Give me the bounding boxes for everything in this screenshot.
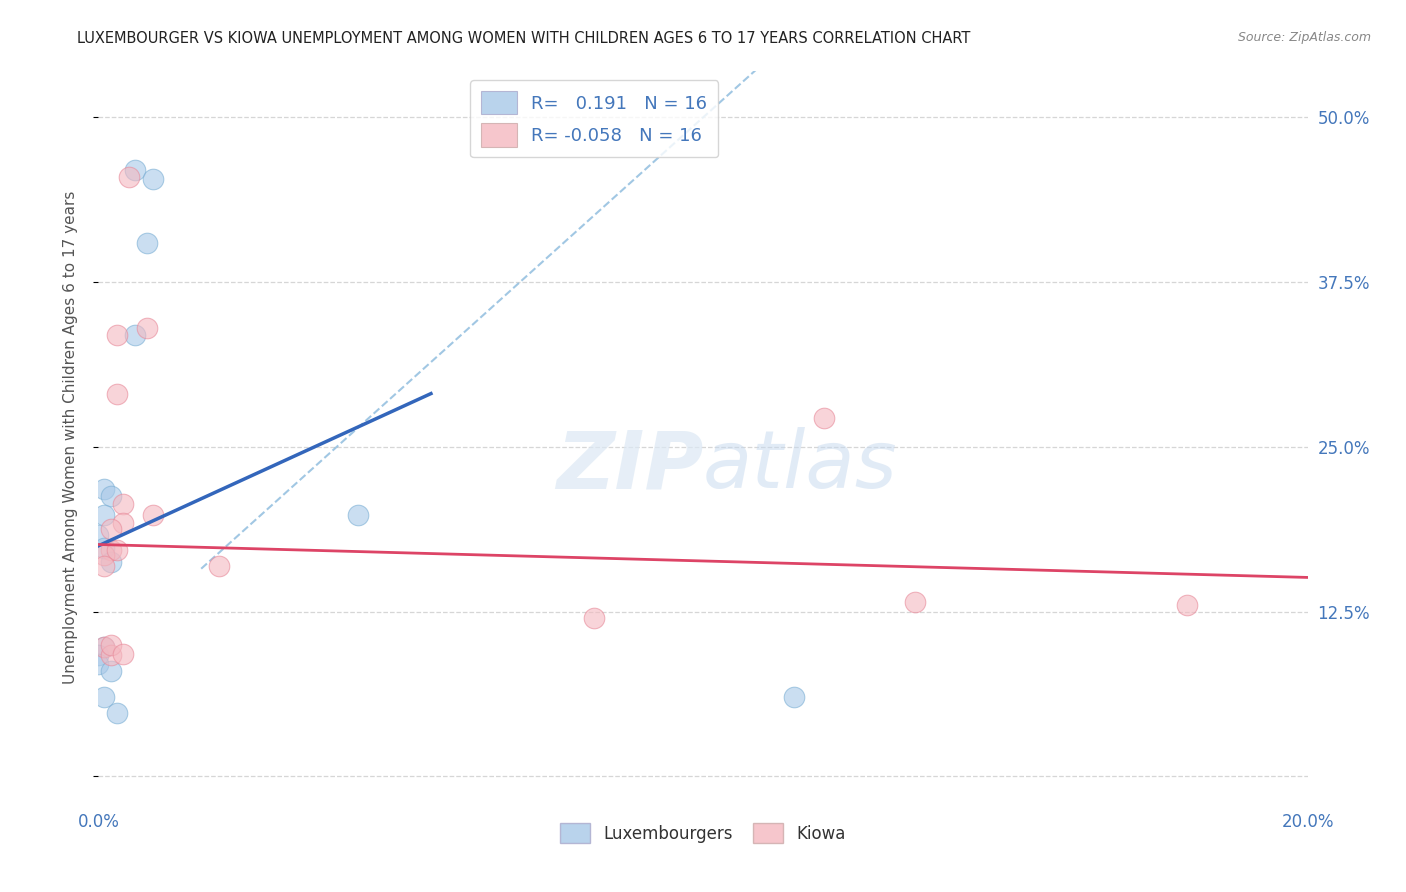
Text: LUXEMBOURGER VS KIOWA UNEMPLOYMENT AMONG WOMEN WITH CHILDREN AGES 6 TO 17 YEARS : LUXEMBOURGER VS KIOWA UNEMPLOYMENT AMONG… (77, 31, 970, 46)
Point (904, 595, 927, 609)
Point (111, 647, 134, 661)
Point (105, 706, 128, 721)
Point (135, 321, 157, 335)
Point (93, 548, 115, 562)
Point (783, 690, 806, 705)
Point (124, 327, 146, 342)
Point (142, 172, 165, 186)
Legend: Luxembourgers, Kiowa: Luxembourgers, Kiowa (554, 817, 852, 849)
Point (87, 657, 110, 672)
Point (105, 542, 128, 557)
Point (93, 640, 115, 655)
Point (583, 611, 606, 625)
Point (100, 664, 122, 678)
Y-axis label: Unemployment Among Women with Children Ages 6 to 17 years: Unemployment Among Women with Children A… (63, 190, 77, 684)
Point (93, 640, 115, 655)
Point (347, 508, 370, 523)
Point (93, 508, 115, 523)
Point (100, 522, 122, 536)
Point (208, 558, 231, 573)
Text: Source: ZipAtlas.com: Source: ZipAtlas.com (1237, 31, 1371, 45)
Point (93, 558, 115, 573)
Point (100, 648, 122, 663)
Point (105, 387, 128, 401)
Point (100, 555, 122, 569)
Point (93, 482, 115, 496)
Point (100, 542, 122, 557)
Point (105, 327, 128, 342)
Point (100, 489, 122, 503)
Point (813, 411, 835, 425)
Point (93, 541, 115, 556)
Point (111, 497, 134, 511)
Point (142, 508, 165, 523)
Text: atlas: atlas (703, 427, 898, 506)
Text: ZIP: ZIP (555, 427, 703, 506)
Point (135, 235, 157, 250)
Point (118, 169, 141, 184)
Point (124, 163, 146, 178)
Point (1175, 598, 1198, 612)
Point (111, 516, 134, 531)
Point (87, 528, 110, 542)
Point (100, 638, 122, 652)
Point (87, 648, 110, 663)
Point (93, 690, 115, 705)
